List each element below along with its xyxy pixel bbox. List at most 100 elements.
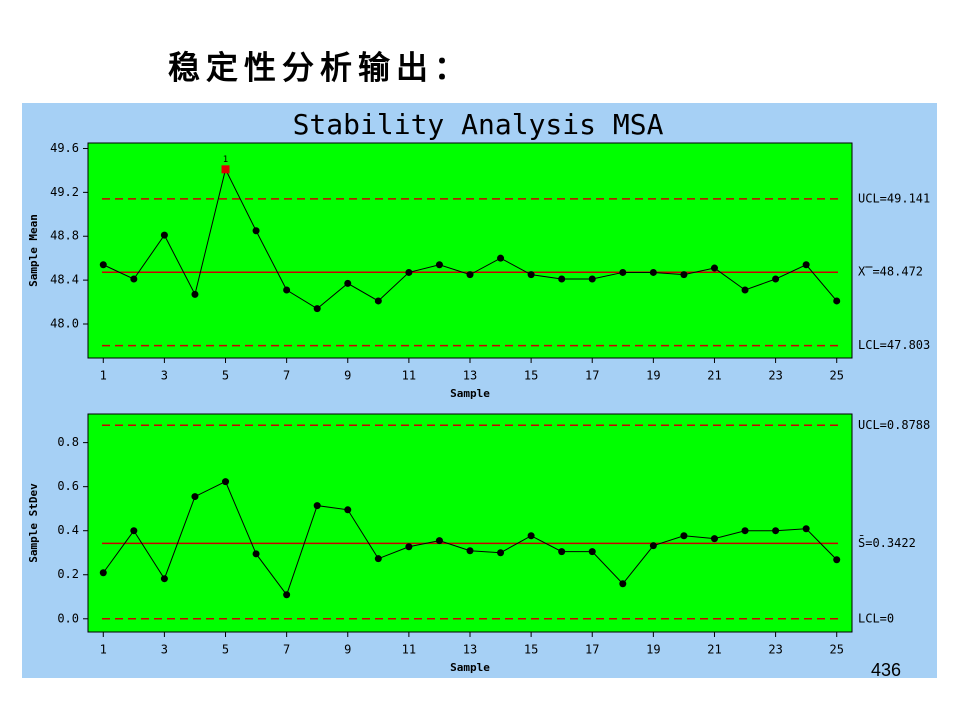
data-point [344, 506, 352, 514]
point-label: 1 [223, 155, 228, 165]
y-tick-label: 48.4 [50, 273, 79, 287]
x-tick-label: 3 [161, 369, 168, 383]
data-point [466, 547, 474, 555]
data-point [374, 297, 382, 305]
x-tick-label: 11 [402, 369, 416, 383]
x-tick-label: 23 [768, 369, 782, 383]
data-point [833, 297, 841, 305]
data-point [802, 525, 810, 533]
data-point [435, 537, 443, 545]
data-point [680, 271, 688, 279]
x-tick-label: 11 [402, 643, 416, 657]
data-point [710, 264, 718, 272]
data-point [191, 290, 199, 298]
data-point [344, 279, 352, 287]
data-point [588, 548, 596, 556]
x-tick-label: 7 [283, 369, 290, 383]
data-point [558, 275, 566, 283]
y-tick-label: 48.0 [50, 316, 79, 330]
flagged-point [221, 165, 230, 174]
data-point [313, 305, 321, 313]
limit-label: LCL=0 [858, 611, 894, 625]
data-point [466, 271, 474, 279]
data-point [130, 275, 138, 283]
data-point [374, 555, 382, 563]
x-tick-label: 5 [222, 369, 229, 383]
data-point [99, 261, 107, 269]
data-point [283, 286, 291, 294]
data-point [772, 275, 780, 283]
y-axis-label: Sample Mean [27, 214, 40, 287]
x-tick-label: 3 [161, 643, 168, 657]
data-point [833, 556, 841, 564]
y-tick-label: 0.4 [57, 523, 79, 537]
data-point [160, 231, 168, 239]
data-point [130, 527, 138, 535]
data-point [222, 478, 230, 486]
data-point [741, 527, 749, 535]
limit-label: UCL=0.8788 [858, 418, 930, 432]
data-point [772, 527, 780, 535]
x-tick-label: 1 [100, 369, 107, 383]
data-point [99, 569, 107, 577]
data-point [252, 227, 260, 235]
data-point [527, 271, 535, 279]
x-tick-label: 7 [283, 643, 290, 657]
x-tick-label: 9 [344, 643, 351, 657]
data-point [680, 532, 688, 540]
limit-label: S̄=0.3422 [858, 536, 916, 550]
data-point [558, 548, 566, 556]
x-tick-label: 19 [646, 643, 660, 657]
chart-title: Stability Analysis MSA [293, 108, 664, 141]
x-tick-label: 23 [768, 643, 782, 657]
y-tick-label: 48.8 [50, 229, 79, 243]
plot-area [87, 413, 853, 633]
data-point [160, 575, 168, 583]
data-point [710, 535, 718, 543]
data-point [588, 275, 596, 283]
data-point [527, 532, 535, 540]
x-tick-label: 13 [463, 643, 477, 657]
x-tick-label: 5 [222, 643, 229, 657]
x-axis-label: Sample [450, 661, 490, 674]
limit-label: X̿=48.472 [858, 265, 923, 279]
x-tick-label: 17 [585, 369, 599, 383]
data-point [619, 268, 627, 276]
limit-label: LCL=47.803 [858, 338, 930, 352]
x-tick-label: 19 [646, 369, 660, 383]
plot-area [87, 142, 853, 359]
x-tick-label: 17 [585, 643, 599, 657]
data-point [405, 543, 413, 551]
data-point [191, 493, 199, 501]
data-point [741, 286, 749, 294]
data-point [252, 550, 260, 558]
x-tick-label: 15 [524, 369, 538, 383]
data-point [405, 268, 413, 276]
y-axis-label: Sample StDev [27, 483, 40, 563]
page-number: 436 [871, 660, 901, 680]
data-point [283, 591, 291, 599]
y-tick-label: 0.0 [57, 611, 79, 625]
data-point [802, 261, 810, 269]
x-tick-label: 25 [829, 643, 843, 657]
x-tick-label: 1 [100, 643, 107, 657]
y-tick-label: 0.8 [57, 435, 79, 449]
data-point [435, 261, 443, 269]
x-axis-label: Sample [450, 387, 490, 400]
x-tick-label: 25 [829, 369, 843, 383]
y-tick-label: 0.6 [57, 479, 79, 493]
y-tick-label: 49.2 [50, 185, 79, 199]
data-point [619, 580, 627, 588]
x-tick-label: 13 [463, 369, 477, 383]
limit-label: UCL=49.141 [858, 191, 930, 205]
y-tick-label: 0.2 [57, 567, 79, 581]
data-point [497, 549, 505, 557]
y-tick-label: 49.6 [50, 141, 79, 155]
data-point [313, 502, 321, 510]
data-point [649, 542, 657, 550]
x-tick-label: 21 [707, 369, 721, 383]
heading: 稳定性分析输出： [168, 49, 472, 87]
data-point [497, 254, 505, 262]
